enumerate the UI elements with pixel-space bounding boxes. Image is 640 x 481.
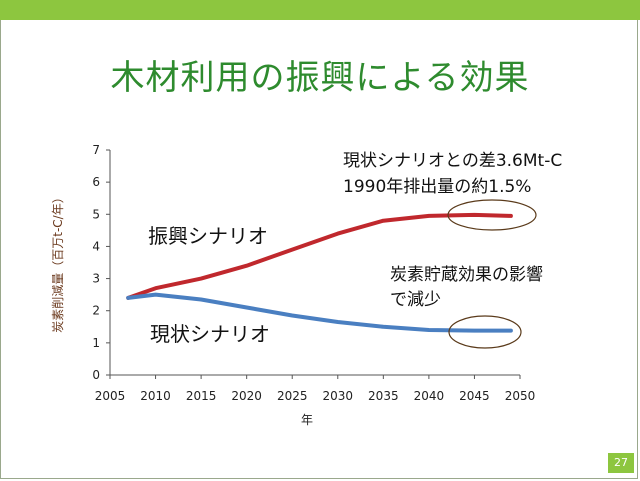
x-tick-label: 2010 bbox=[140, 389, 171, 403]
series-label-current: 現状シナリオ bbox=[150, 322, 270, 346]
series-label-promotion: 振興シナリオ bbox=[148, 224, 268, 248]
annotation-difference-line2: 1990年排出量の約1.5% bbox=[343, 177, 531, 197]
annotation-storage-line1: 炭素貯蔵効果の影響 bbox=[390, 265, 543, 285]
y-tick-label: 6 bbox=[92, 175, 100, 189]
highlight-ellipse-promotion bbox=[447, 199, 537, 231]
annotation-difference-line1: 現状シナリオとの差3.6Mt-C bbox=[343, 151, 562, 171]
x-ticks: 2005 2010 2015 2020 2025 2030 2035 2040 2045 2050 bbox=[95, 375, 536, 403]
x-tick-label: 2035 bbox=[368, 389, 399, 403]
x-tick-label: 2030 bbox=[323, 389, 354, 403]
y-tick-label: 1 bbox=[92, 336, 100, 350]
slide-top-bar bbox=[0, 0, 640, 20]
x-tick-label: 2005 bbox=[95, 389, 126, 403]
series-line-promotion bbox=[126, 212, 513, 300]
axes bbox=[109, 150, 520, 376]
x-tick-label: 2015 bbox=[186, 389, 217, 403]
y-tick-label: 3 bbox=[92, 272, 100, 286]
series-line-current bbox=[126, 292, 513, 333]
x-tick-label: 2040 bbox=[414, 389, 445, 403]
x-tick-label: 2045 bbox=[459, 389, 490, 403]
y-axis-label: 炭素削減量（百万t-C/年） bbox=[50, 191, 65, 332]
x-tick-label: 2050 bbox=[505, 389, 536, 403]
y-ticks: 0 1 2 3 4 5 6 7 bbox=[92, 143, 110, 382]
x-axis-label: 年 bbox=[301, 413, 313, 427]
y-tick-label: 0 bbox=[92, 368, 100, 382]
x-tick-label: 2020 bbox=[231, 389, 262, 403]
annotation-storage-line2: で減少 bbox=[390, 290, 441, 310]
y-tick-label: 7 bbox=[92, 143, 100, 157]
slide-title: 木材利用の振興による効果 bbox=[110, 58, 530, 98]
y-tick-label: 2 bbox=[92, 304, 100, 318]
y-tick-label: 5 bbox=[92, 207, 100, 221]
y-tick-label: 4 bbox=[92, 239, 100, 253]
page-number: 27 bbox=[608, 453, 634, 473]
series-layer bbox=[126, 212, 513, 333]
x-tick-label: 2025 bbox=[277, 389, 308, 403]
highlight-ellipse-current bbox=[448, 315, 522, 349]
